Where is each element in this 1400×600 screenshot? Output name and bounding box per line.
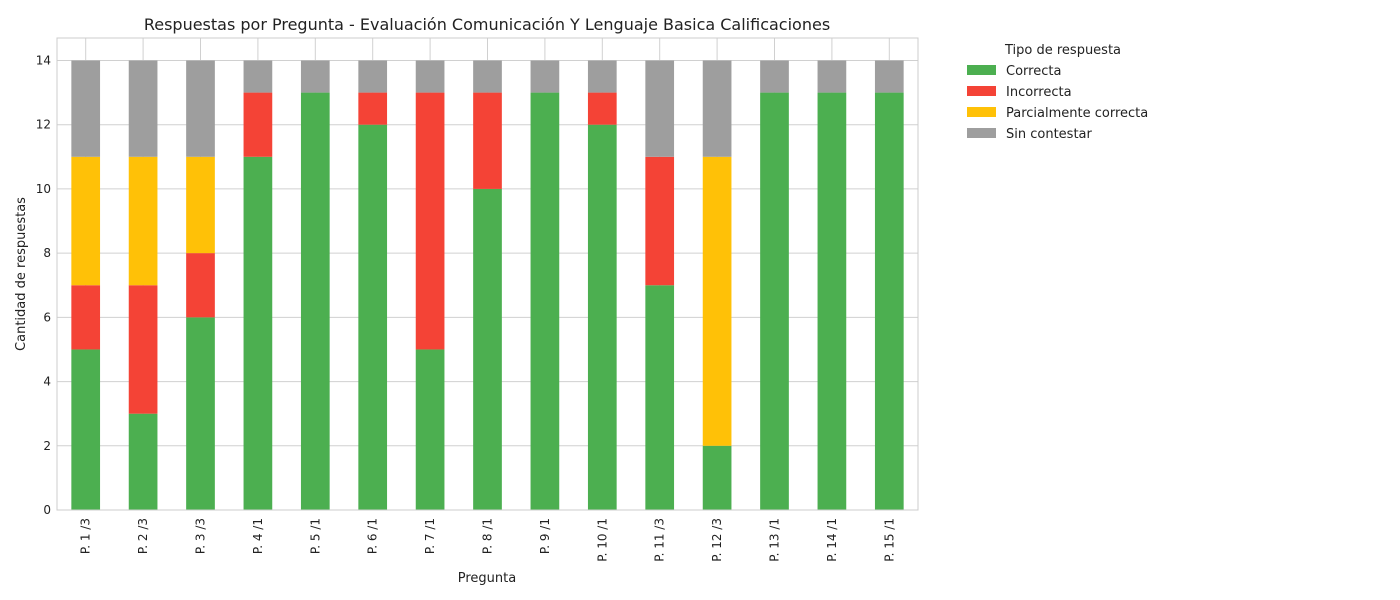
bar-sin-contestar-11 (645, 60, 675, 157)
bar-incorrecta-11 (645, 156, 675, 286)
x-axis-label: Pregunta (458, 571, 516, 586)
bar-correcta-14 (817, 92, 847, 511)
bar-sin-contestar-14 (817, 60, 847, 93)
y-tick-label: 8 (43, 246, 51, 260)
bar-correcta-12 (702, 445, 732, 510)
y-axis-label: Cantidad de respuestas (14, 197, 29, 351)
legend-label: Correcta (1006, 64, 1061, 79)
x-tick-label: P. 14 /1 (825, 518, 839, 562)
x-axis-ticks: P. 1 /3 P. 2 /3 P. 3 /3 P. 4 /1 P. 5 /1 P. 6 … (79, 518, 897, 562)
bar-correcta-15 (874, 92, 904, 511)
y-tick-label: 12 (36, 118, 51, 132)
bar-correcta-5 (300, 92, 330, 511)
legend-label: Incorrecta (1006, 85, 1072, 100)
bar-incorrecta-3 (186, 253, 215, 318)
y-tick-label: 10 (36, 182, 51, 196)
x-tick-label: P. 6 /1 (366, 518, 380, 554)
bar-sin-contestar-4 (243, 60, 273, 93)
legend-swatch-sin-contestar (967, 128, 996, 138)
bars (71, 60, 904, 511)
x-tick-label: P. 4 /1 (251, 518, 265, 554)
x-tick-label: P. 2 /3 (136, 518, 150, 554)
bar-parcialmente-correcta-3 (186, 156, 215, 254)
bar-correcta-2 (128, 413, 158, 510)
bar-sin-contestar-7 (415, 60, 445, 93)
bar-incorrecta-1 (71, 285, 101, 350)
x-tick-label: P. 13 /1 (768, 518, 782, 562)
legend-label: Parcialmente correcta (1006, 106, 1148, 121)
bar-parcialmente-correcta-12 (702, 156, 732, 446)
y-tick-label: 4 (43, 375, 51, 389)
x-tick-label: P. 7 /1 (423, 518, 437, 554)
bar-incorrecta-6 (358, 92, 388, 125)
y-axis-ticks: 0 2 4 6 8 10 12 14 (36, 53, 51, 517)
bar-correcta-7 (415, 349, 445, 510)
bar-correcta-9 (530, 92, 560, 511)
bar-sin-contestar-13 (760, 60, 789, 93)
bar-correcta-8 (473, 188, 502, 510)
x-tick-label: P. 3 /3 (194, 518, 208, 554)
y-tick-label: 6 (43, 310, 51, 324)
y-tick-label: 0 (43, 503, 51, 517)
bar-correcta-3 (186, 317, 215, 510)
legend-swatch-correcta (967, 65, 996, 75)
bar-sin-contestar-10 (587, 60, 617, 93)
legend-label: Sin contestar (1006, 127, 1093, 142)
bar-sin-contestar-9 (530, 60, 560, 93)
bar-correcta-11 (645, 285, 675, 510)
chart-title: Respuestas por Pregunta - Evaluación Com… (144, 15, 830, 34)
bar-sin-contestar-2 (128, 60, 158, 157)
bar-sin-contestar-6 (358, 60, 388, 93)
x-tick-label: P. 11 /3 (653, 518, 667, 562)
bar-correcta-10 (587, 124, 617, 510)
bar-correcta-1 (71, 349, 101, 510)
bar-incorrecta-10 (587, 92, 617, 125)
legend-swatch-incorrecta (967, 86, 996, 96)
bar-sin-contestar-1 (71, 60, 101, 157)
x-tick-label: P. 1 /3 (79, 518, 93, 554)
x-tick-label: P. 10 /1 (595, 518, 609, 562)
x-tick-label: P. 5 /1 (308, 518, 322, 554)
bar-incorrecta-7 (415, 92, 445, 350)
plot-frame (56, 37, 919, 511)
bar-correcta-6 (358, 124, 388, 510)
bar-parcialmente-correcta-1 (71, 156, 101, 286)
bar-incorrecta-4 (243, 92, 273, 157)
bar-sin-contestar-12 (702, 60, 732, 157)
x-tick-label: P. 8 /1 (481, 518, 495, 554)
legend: Tipo de respuesta Correcta Incorrecta Parc… (967, 43, 1148, 142)
x-tick-label: P. 9 /1 (538, 518, 552, 554)
bar-sin-contestar-15 (874, 60, 904, 93)
x-tick-label: P. 12 /3 (710, 518, 724, 562)
bar-sin-contestar-3 (186, 60, 215, 157)
bar-incorrecta-2 (128, 285, 158, 414)
bar-incorrecta-8 (473, 92, 502, 189)
legend-title: Tipo de respuesta (1004, 43, 1121, 58)
bar-parcialmente-correcta-2 (128, 156, 158, 286)
y-tick-label: 14 (36, 53, 51, 67)
bar-sin-contestar-8 (473, 60, 502, 93)
bar-sin-contestar-5 (300, 60, 330, 93)
bar-correcta-4 (243, 156, 273, 510)
y-tick-label: 2 (43, 439, 51, 453)
bar-correcta-13 (760, 92, 789, 511)
x-tick-label: P. 15 /1 (882, 518, 896, 562)
legend-swatch-parcialmente-correcta (967, 107, 996, 117)
